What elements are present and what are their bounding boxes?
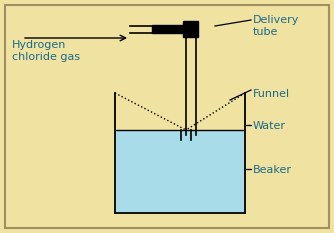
Text: Hydrogen
chloride gas: Hydrogen chloride gas [12,40,80,62]
Bar [152,25,196,33]
Text: Funnel: Funnel [253,89,290,99]
Text: Water: Water [253,121,286,131]
Text: Delivery
tube: Delivery tube [253,15,299,37]
Bar [183,21,198,37]
Bar [116,130,244,212]
Text: Beaker: Beaker [253,165,292,175]
